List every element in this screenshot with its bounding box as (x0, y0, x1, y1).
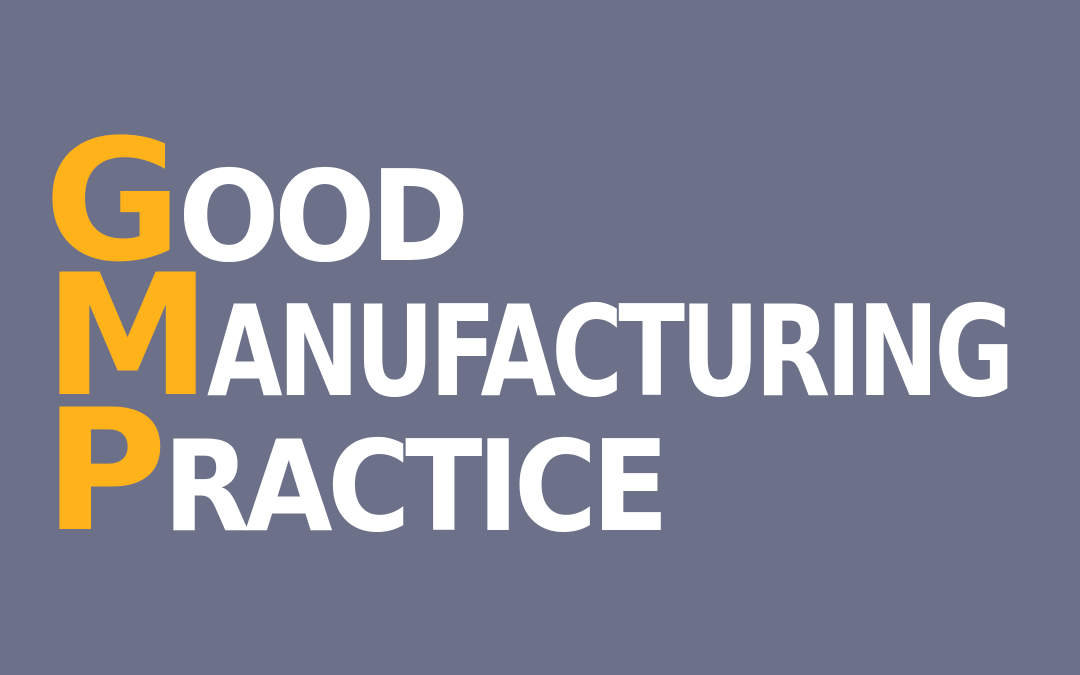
word-practice-rest: RACTICE (163, 412, 669, 560)
line-manufacturing: M ANUFACTURING (44, 238, 1080, 434)
initial-m: M (44, 238, 211, 434)
line-practice: P RACTICE (44, 373, 720, 569)
initial-p: P (44, 373, 167, 569)
word-manufacturing-rest: ANUFACTURING (207, 277, 1014, 425)
word-good-rest: OOD (177, 142, 469, 290)
initial-g: G (44, 103, 182, 299)
line-good: G OOD (44, 103, 479, 299)
